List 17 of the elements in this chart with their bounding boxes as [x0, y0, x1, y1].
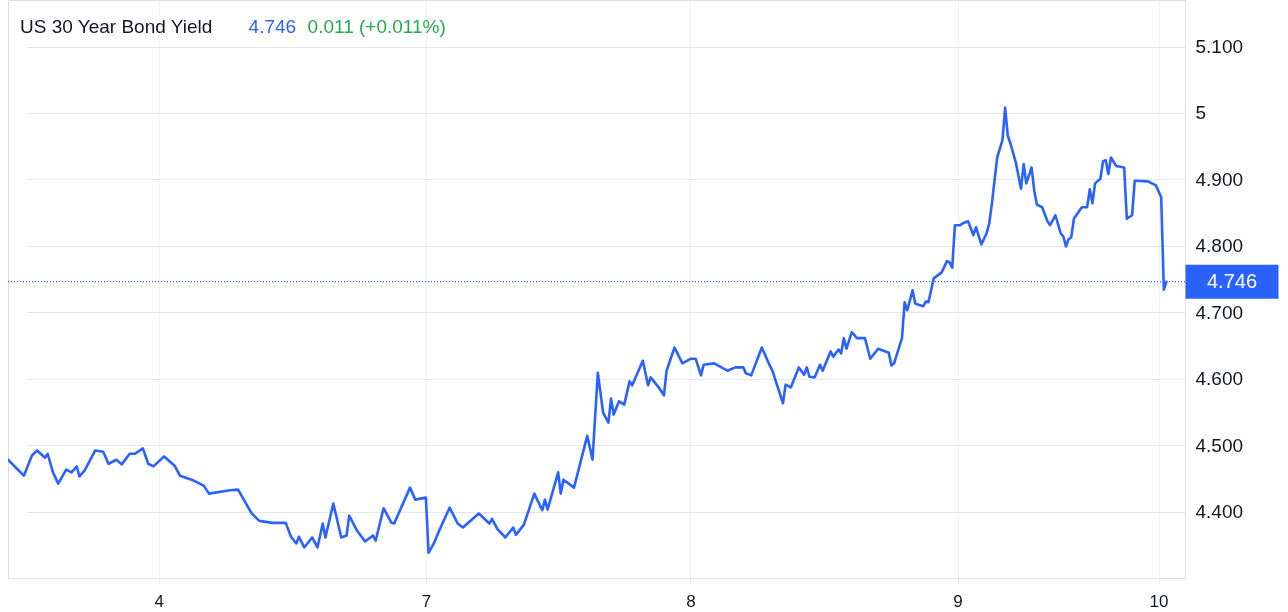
y-tick-label: 5	[1195, 102, 1207, 124]
ref-line-label: 4.746	[1206, 269, 1258, 292]
y-tick-label: 5.100	[1195, 36, 1244, 58]
x-tick-label: 4	[154, 591, 164, 611]
y-tick-label: 4.500	[1195, 434, 1244, 456]
x-tick-label: 9	[953, 591, 963, 611]
x-tick-label: 8	[686, 591, 696, 611]
y-tick-label: 4.900	[1195, 168, 1244, 190]
text: US 30 Year Bond Yield	[20, 16, 213, 37]
y-tick-label: 4.800	[1195, 235, 1244, 257]
y-tick-label: 4.700	[1195, 301, 1244, 323]
y-tick-label: 4.400	[1195, 501, 1244, 523]
y-tick-label: 4.600	[1195, 368, 1244, 390]
x-tick-label: 10	[1149, 591, 1169, 611]
annotation: 4.746	[248, 16, 297, 37]
annotation: 0.011 (+0.011%)	[307, 16, 446, 37]
x-tick-label: 7	[421, 591, 432, 611]
